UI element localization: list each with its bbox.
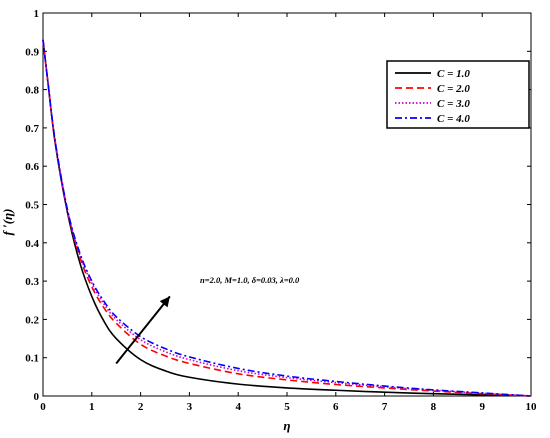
x-tick-label: 8: [431, 401, 437, 413]
y-tick-label: 0.7: [25, 123, 39, 135]
parameter-annotation: n=2.0, M=1.0, δ=0.03, λ=0.0: [200, 275, 300, 285]
legend-label-3: C = 3.0: [437, 98, 470, 110]
x-tick-label: 1: [89, 401, 95, 413]
arrow-shaft: [115, 295, 171, 365]
x-tick-label: 6: [333, 401, 339, 413]
y-tick-label: 0.9: [25, 46, 39, 58]
x-tick-label: 3: [187, 401, 193, 413]
y-tick-label: 0.4: [25, 238, 39, 250]
legend-label-1: C = 1.0: [437, 68, 470, 80]
y-tick-label: 0: [34, 391, 40, 403]
series-lines: [42, 39, 532, 397]
y-tick-label: 0.2: [25, 314, 39, 326]
legend-label-2: C = 2.0: [437, 83, 470, 95]
x-tick-label: 5: [284, 401, 290, 413]
legend-label-4: C = 4.0: [437, 113, 470, 125]
x-tick-label: 10: [526, 401, 538, 413]
arrow-head: [159, 296, 170, 308]
y-tick-label: 0.1: [25, 353, 39, 365]
series-line-4: [42, 39, 532, 397]
x-tick-label: 0: [40, 401, 46, 413]
y-axis-label: f ′(η): [0, 208, 15, 235]
series-line-1: [42, 39, 532, 397]
x-tick-label: 7: [382, 401, 388, 413]
series-line-2: [42, 39, 532, 397]
x-tick-label: 2: [138, 401, 144, 413]
y-tick-label: 1: [34, 8, 40, 20]
legend: C = 1.0 C = 2.0 C = 3.0 C = 4.0: [386, 60, 530, 129]
x-tick-label: 4: [235, 401, 241, 413]
x-axis-label: η: [283, 418, 290, 433]
y-tick-label: 0.6: [25, 161, 39, 173]
increase-arrow: [115, 295, 171, 365]
y-tick-label: 0.8: [25, 85, 39, 97]
y-tick-label: 0.3: [25, 276, 39, 288]
y-tick-label: 0.5: [25, 200, 39, 212]
x-tick-label: 9: [479, 401, 485, 413]
